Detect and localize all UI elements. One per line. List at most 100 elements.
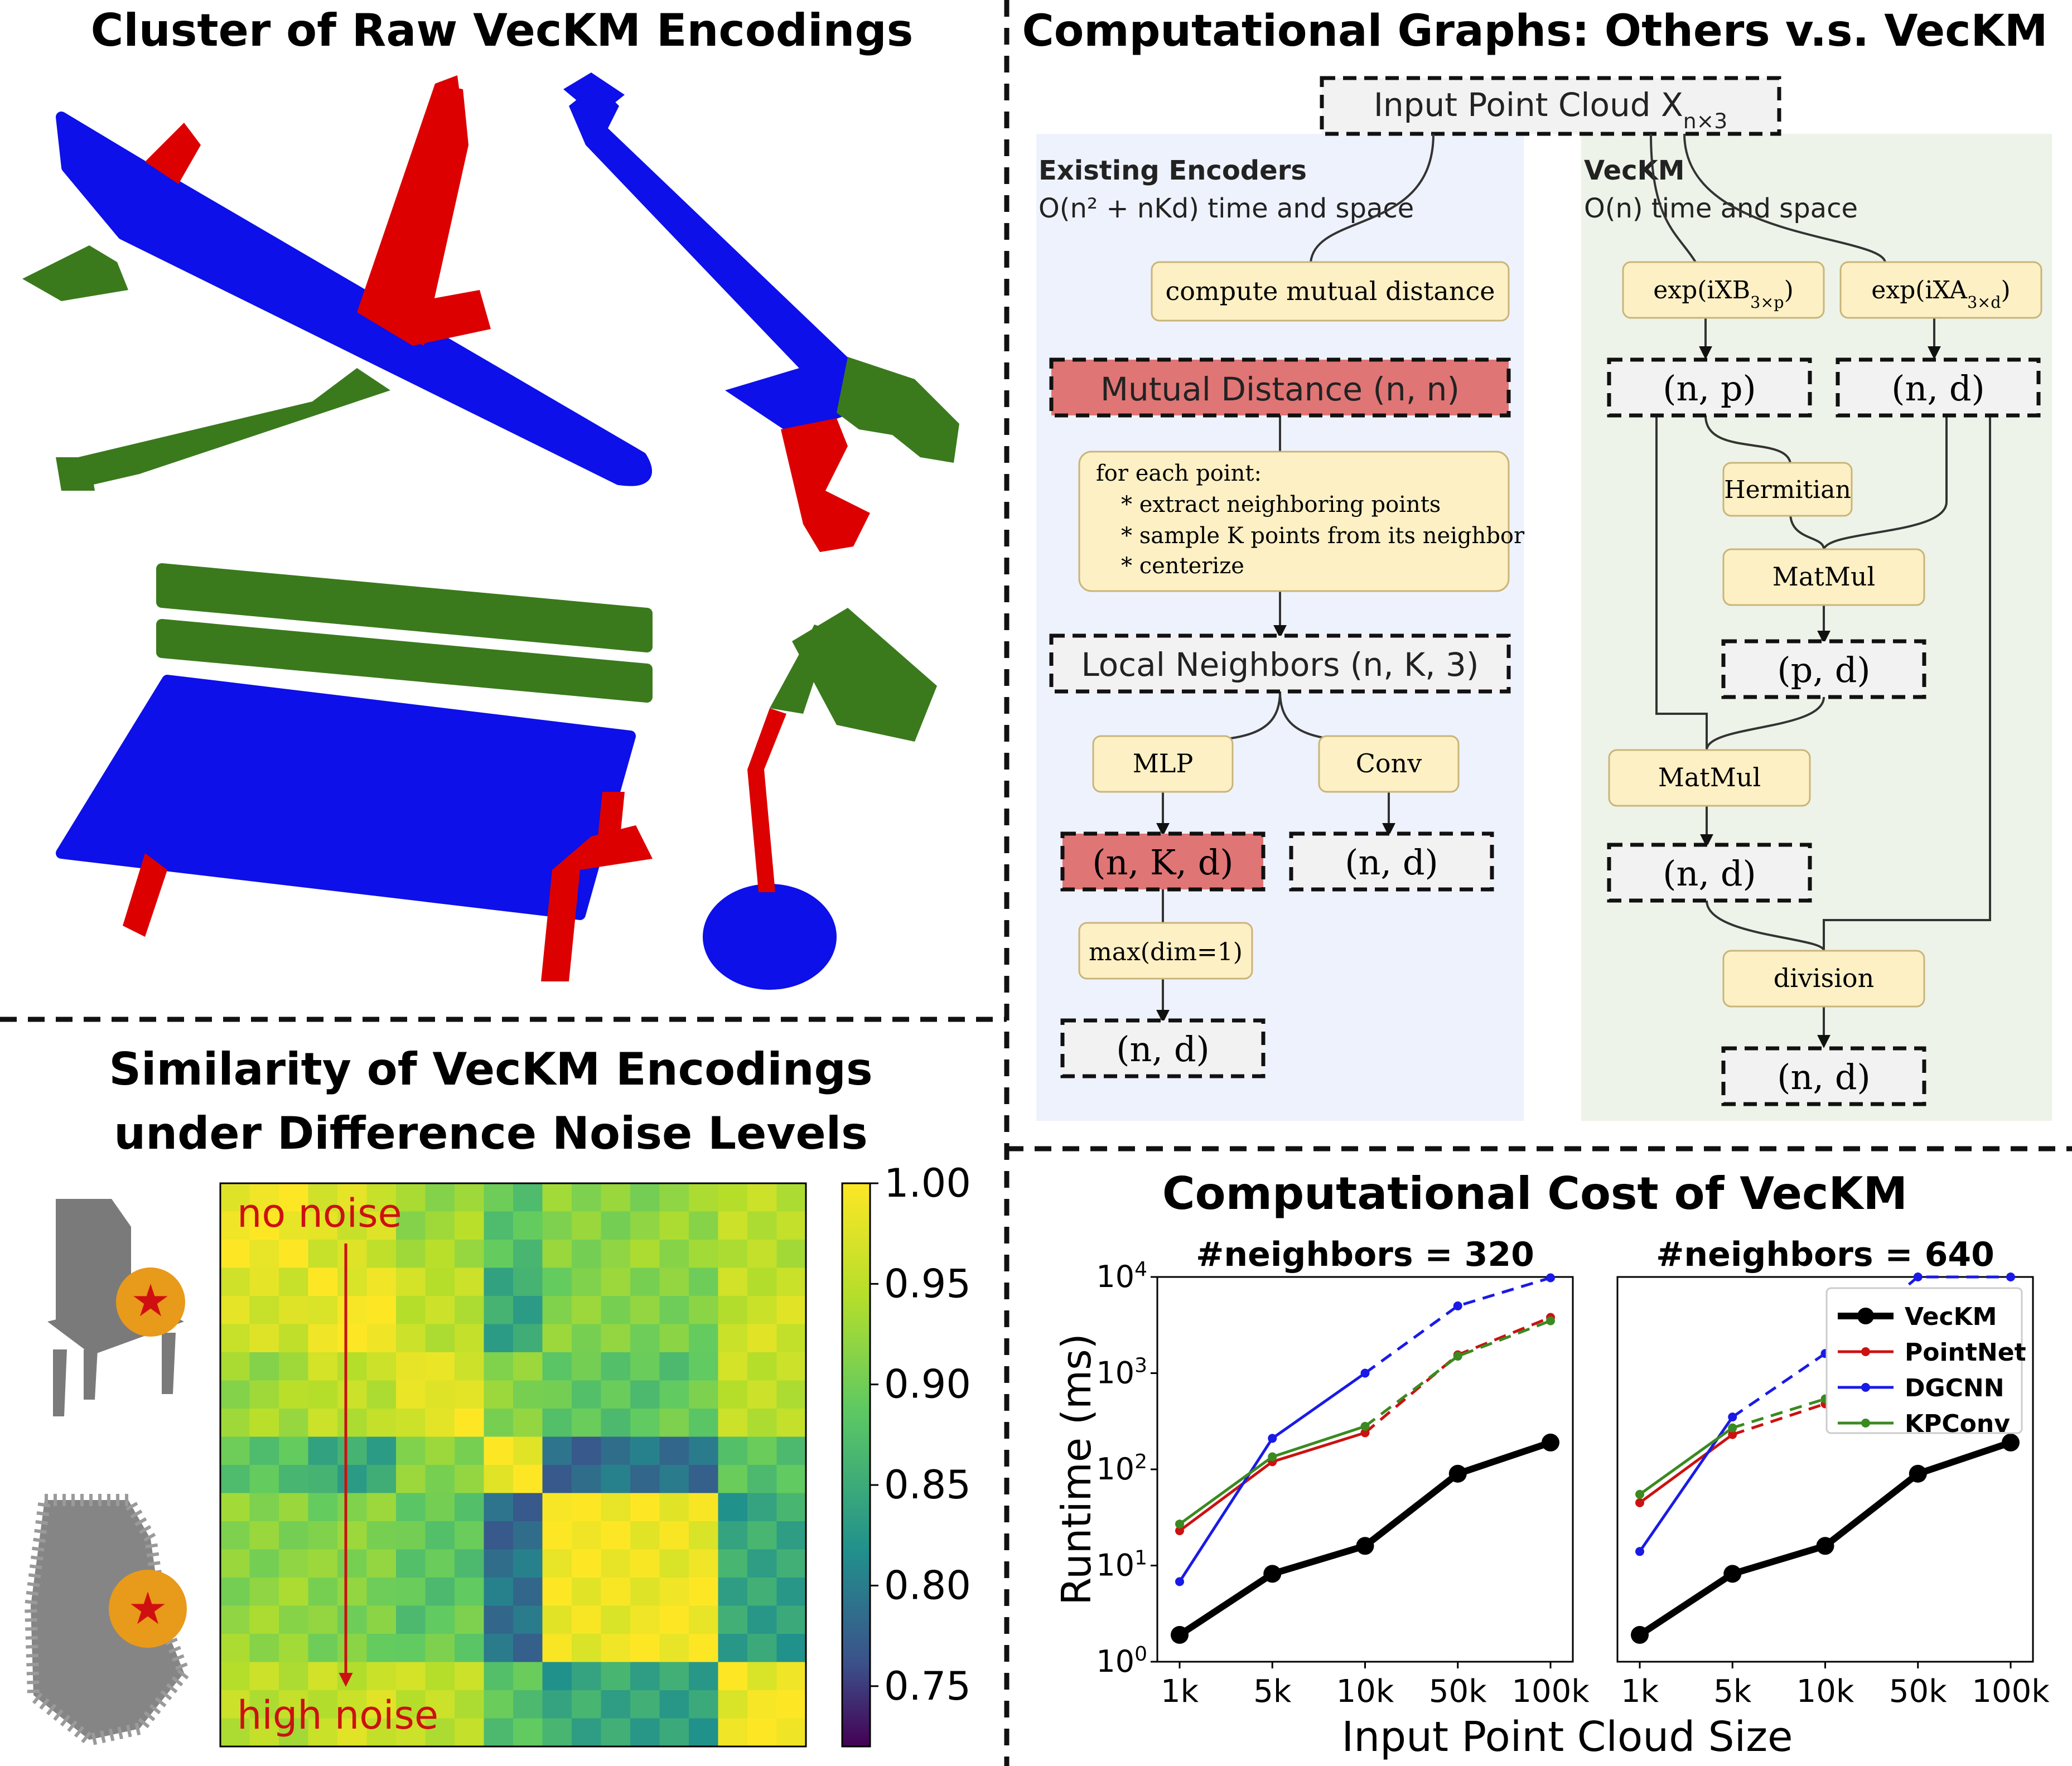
heatmap-cell <box>455 1718 484 1747</box>
conv-output-box <box>1289 831 1494 892</box>
heatmap-cell <box>484 1634 514 1662</box>
heatmap-cell <box>366 1521 397 1550</box>
heatmap-cell <box>484 1409 514 1437</box>
chair-clean-shape: ★ <box>47 1199 185 1416</box>
chair-noisy-shape: ★ <box>25 1494 190 1746</box>
heatmap-cell <box>337 1183 367 1212</box>
heatmap-cell <box>513 1662 543 1691</box>
heatmap-cell <box>572 1211 601 1240</box>
heatmap-cell <box>308 1718 338 1747</box>
data-point-kpconv <box>1175 1520 1184 1529</box>
heatmap-cell <box>689 1465 718 1493</box>
heatmap-cell <box>689 1718 718 1747</box>
heatmap-cell <box>455 1493 484 1522</box>
heatmap-cell <box>484 1324 514 1353</box>
loop-line-1: for each point: <box>1096 461 1262 486</box>
heatmap-cell <box>220 1240 250 1268</box>
heatmap-cell <box>279 1521 308 1550</box>
heatmap-cell <box>718 1409 748 1437</box>
heatmap-cell <box>630 1211 660 1240</box>
heatmap-cell <box>396 1549 426 1578</box>
heatmap-cell <box>542 1493 572 1522</box>
data-point-dgcnn <box>1360 1368 1370 1378</box>
heatmap-cell <box>776 1324 806 1353</box>
heatmap-cell <box>542 1296 572 1324</box>
heatmap-cell <box>601 1183 631 1212</box>
heatmap-cell <box>249 1718 279 1747</box>
heatmap-cell <box>542 1605 572 1634</box>
heatmap-cell <box>396 1183 426 1212</box>
y-tick-label: 101 <box>1096 1546 1147 1583</box>
heatmap-cell <box>396 1352 426 1381</box>
heatmap-cell <box>513 1183 543 1212</box>
heatmap-cell <box>484 1183 514 1212</box>
heatmap-cell <box>572 1521 601 1550</box>
heatmap-cell <box>776 1296 806 1324</box>
heatmap-cell <box>484 1521 514 1550</box>
heatmap-cell <box>747 1211 777 1240</box>
heatmap-cell <box>396 1240 426 1268</box>
heatmap-cell <box>337 1549 367 1578</box>
heatmap-cell <box>718 1690 748 1719</box>
heatmap-cell <box>425 1578 455 1606</box>
heatmap-cell <box>455 1409 484 1437</box>
heatmap-cell <box>659 1409 689 1437</box>
heatmap-cell <box>601 1690 631 1719</box>
heatmap-cell <box>776 1605 806 1634</box>
heatmap-cell <box>601 1493 631 1522</box>
heatmap-cell <box>630 1183 660 1212</box>
heatmap-cell <box>337 1634 367 1662</box>
heatmap-cell <box>659 1296 689 1324</box>
heatmap-cell <box>396 1690 426 1719</box>
anchor-star-icon-noisy: ★ <box>128 1583 168 1634</box>
heatmap-cell <box>366 1690 397 1719</box>
x-tick-label: 100k <box>1511 1673 1590 1710</box>
data-point-veckm <box>1816 1537 1834 1555</box>
legend-label: KPConv <box>1905 1410 2010 1438</box>
y-tick-label: 103 <box>1096 1354 1147 1391</box>
data-point-veckm <box>1909 1464 1927 1483</box>
heatmap-cell <box>776 1690 806 1719</box>
matmul1-box <box>1722 548 1925 606</box>
heatmap-cell <box>279 1436 308 1465</box>
for-each-point-text: for each point: * extract neighboring po… <box>1096 461 1532 579</box>
heatmap-cell <box>572 1183 601 1212</box>
data-point-dgcnn <box>1913 1273 1923 1281</box>
series-line-dgcnn <box>1178 1372 1366 1583</box>
local-neighbors-label: Local Neighbors (n, K, 3) <box>1081 646 1479 684</box>
heatmap-cell <box>630 1296 660 1324</box>
heatmap-cell <box>747 1352 777 1381</box>
heatmap-cell <box>776 1465 806 1493</box>
heatmap-cell <box>279 1578 308 1606</box>
heatmap-cell <box>601 1521 631 1550</box>
loop-line-3: * sample K points from its neighbor <box>1121 523 1525 549</box>
heatmap-cell <box>337 1296 367 1324</box>
heatmap-cell <box>366 1662 397 1691</box>
heatmap-cell <box>308 1605 338 1634</box>
heatmap-cell <box>513 1549 543 1578</box>
heatmap-cell <box>484 1605 514 1634</box>
heatmap-cell <box>308 1521 338 1550</box>
heatmap-cell <box>366 1634 397 1662</box>
heatmap-cell <box>220 1465 250 1493</box>
heatmap-cell <box>776 1521 806 1550</box>
heatmap-cell <box>308 1211 338 1240</box>
heatmap-cell <box>308 1296 338 1324</box>
heatmap-cell <box>601 1324 631 1353</box>
heatmap-cell <box>455 1296 484 1324</box>
heatmap-cell <box>513 1409 543 1437</box>
heatmap-cell <box>396 1211 426 1240</box>
data-point-dgcnn <box>1635 1547 1644 1556</box>
heatmap-cell <box>659 1183 689 1212</box>
heatmap-cell <box>279 1634 308 1662</box>
data-point-veckm <box>1542 1433 1559 1451</box>
colorbar-tick-label: 0.80 <box>884 1562 971 1608</box>
heatmap-cell <box>776 1578 806 1606</box>
heatmap-cell <box>601 1296 631 1324</box>
heatmap-cell <box>601 1605 631 1634</box>
heatmap-cell <box>279 1380 308 1409</box>
heatmap-cell <box>484 1267 514 1296</box>
heatmap-cell <box>249 1436 279 1465</box>
